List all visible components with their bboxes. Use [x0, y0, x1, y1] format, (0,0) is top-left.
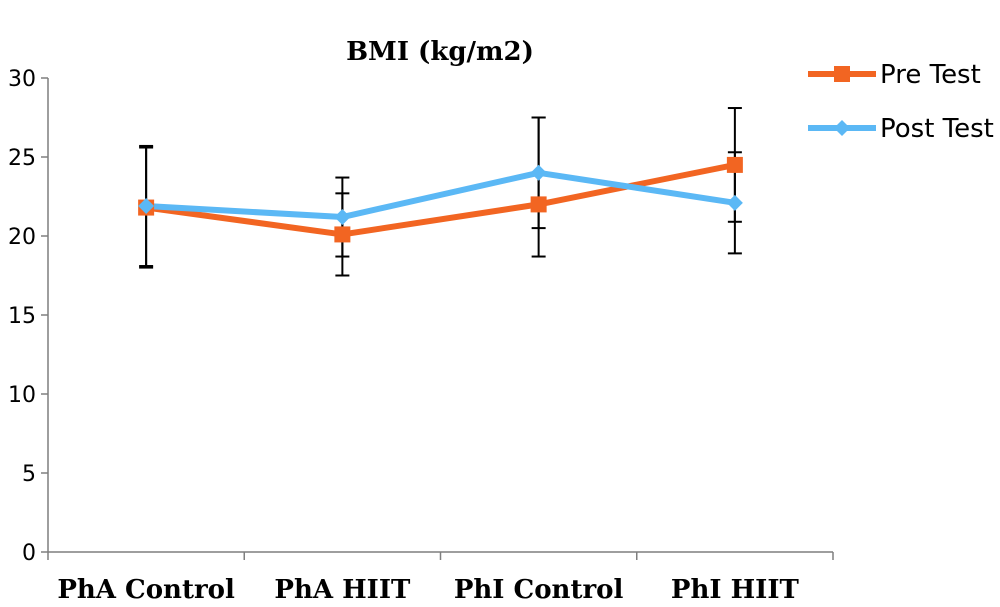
- legend-item-pre-test: Pre Test: [808, 60, 981, 90]
- pre-test-point: [726, 156, 743, 173]
- legend-label: Post Test: [880, 114, 994, 144]
- legend: Pre Test Post Test: [808, 60, 994, 144]
- post-test-point: [334, 209, 351, 226]
- y-tick-labels: 0 5 10 15 20 25 30: [8, 67, 36, 566]
- legend-swatch-marker: [834, 120, 850, 136]
- post-test-point: [530, 164, 547, 181]
- x-tick-label: PhI Control: [454, 575, 624, 605]
- chart-title: BMI (kg/m2): [346, 37, 534, 67]
- y-tick-label: 15: [8, 304, 36, 329]
- axes: [41, 77, 834, 560]
- y-tick-label: 30: [8, 67, 36, 92]
- y-tick-label: 10: [8, 383, 36, 408]
- series-markers: [138, 156, 743, 243]
- x-tick-label: PhA HIIT: [274, 575, 411, 605]
- series-lines: [145, 161, 736, 238]
- pre-test-point: [530, 196, 547, 213]
- y-tick-label: 0: [22, 541, 36, 566]
- legend-item-post-test: Post Test: [808, 114, 994, 144]
- y-tick-label: 25: [8, 146, 36, 171]
- y-tick-label: 20: [8, 225, 36, 250]
- legend-label: Pre Test: [880, 60, 981, 90]
- x-tick-label: PhA Control: [57, 575, 235, 605]
- post-test-point: [138, 197, 155, 214]
- post-test-point: [726, 194, 743, 211]
- legend-swatch-marker: [834, 66, 850, 82]
- pre-test-point: [334, 226, 351, 243]
- post-test-line: [145, 169, 736, 221]
- pre-test-line: [145, 161, 736, 238]
- y-tick-label: 5: [22, 462, 36, 487]
- x-tick-labels: PhA Control PhA HIIT PhI Control PhI HIIT: [57, 575, 799, 605]
- x-tick-label: PhI HIIT: [671, 575, 800, 605]
